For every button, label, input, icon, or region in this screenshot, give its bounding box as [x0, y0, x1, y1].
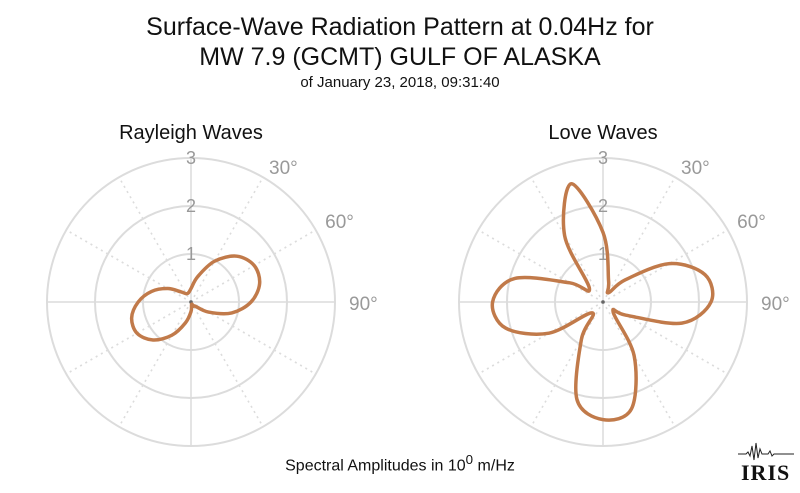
- panel-2-center-dot: [601, 300, 605, 304]
- panel-2-angle-tick-60: 60°: [737, 212, 766, 233]
- panel-2-spoke-60: [602, 229, 729, 303]
- panel-2-spoke-210: [530, 301, 604, 428]
- panel-1-angle-tick-90: 90°: [349, 294, 378, 315]
- panel-1-angle-tick-60: 60°: [325, 212, 354, 233]
- seismogram-icon: [738, 442, 794, 461]
- panel-2-spoke-150: [602, 301, 676, 428]
- units-prefix: Spectral Amplitudes in 10: [285, 457, 466, 475]
- iris-logo-text: IRIS: [741, 460, 791, 485]
- panel-1-pattern-curve-1: [129, 254, 262, 342]
- panel-2-title: Love Waves: [548, 122, 657, 144]
- amplitude-units-label: Spectral Amplitudes in 100 m/Hz: [0, 452, 800, 475]
- panel-2-radial-tick-1: 1: [598, 244, 608, 264]
- panel-2-spoke-240: [477, 301, 604, 375]
- panel-1-spoke-300: [65, 229, 192, 303]
- panel-2-spoke-30: [602, 176, 676, 303]
- units-exponent: 0: [465, 452, 474, 467]
- chart-title-line-1: Surface-Wave Radiation Pattern at 0.04Hz…: [146, 13, 654, 41]
- panel-1-radial-tick-2: 2: [186, 196, 196, 216]
- chart-subtitle: of January 23, 2018, 09:31:40: [300, 74, 500, 91]
- panel-2-angle-tick-30: 30°: [681, 158, 710, 179]
- panel-2-angle-tick-90: 90°: [761, 294, 790, 315]
- iris-logo: IRIS: [738, 440, 794, 488]
- panel-1-spoke-150: [190, 301, 264, 428]
- panel-1-spoke-210: [118, 301, 192, 428]
- panel-1-angle-tick-30: 30°: [269, 158, 298, 179]
- panel-2-spoke-300: [477, 229, 604, 303]
- panel-1-title: Rayleigh Waves: [119, 122, 263, 144]
- units-suffix: m/Hz: [473, 457, 515, 475]
- panel-1-spoke-330: [118, 176, 192, 303]
- panel-1-radial-tick-3: 3: [186, 148, 196, 168]
- panel-2-pattern-curve-1: [490, 182, 715, 422]
- panel-2-radial-tick-2: 2: [598, 196, 608, 216]
- panel-1-radial-tick-1: 1: [186, 244, 196, 264]
- panel-1-spoke-30: [190, 176, 264, 303]
- panel-1-spoke-240: [65, 301, 192, 375]
- panel-2-radial-tick-3: 3: [598, 148, 608, 168]
- chart-title-line-2: MW 7.9 (GCMT) GULF OF ALASKA: [199, 43, 601, 71]
